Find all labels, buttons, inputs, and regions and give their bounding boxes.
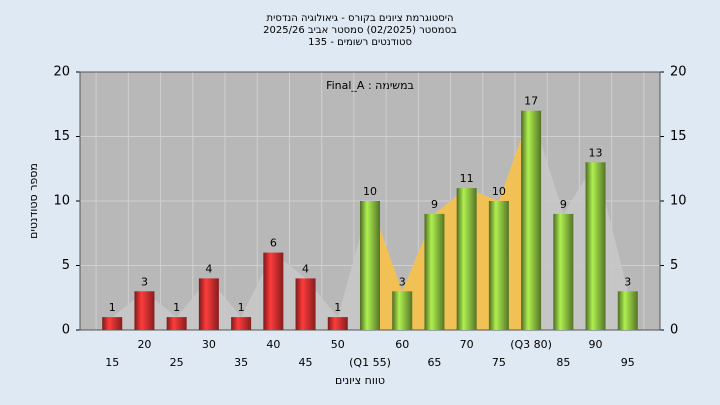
x-axis-label: טווח ציונים bbox=[335, 374, 385, 387]
bar bbox=[263, 252, 284, 330]
y2-tick-label: 20 bbox=[670, 65, 687, 80]
data-label: 1 bbox=[238, 301, 245, 314]
data-label: 3 bbox=[141, 275, 148, 288]
data-label: 17 bbox=[524, 95, 538, 108]
chart-subtitle: בסמסטר (02/2025) סמסטר אביב 2025/26 bbox=[263, 25, 457, 36]
bar bbox=[424, 213, 445, 330]
x-tick-label: 15 bbox=[105, 356, 119, 369]
data-label: 10 bbox=[492, 185, 506, 198]
x-tick-label: (Q3 80) bbox=[510, 338, 552, 351]
x-tick-label: 20 bbox=[137, 338, 151, 351]
bar bbox=[553, 213, 574, 330]
x-tick-label: 35 bbox=[234, 356, 248, 369]
bar bbox=[134, 291, 155, 330]
x-tick-label: 75 bbox=[492, 356, 506, 369]
data-label: 1 bbox=[173, 301, 180, 314]
data-label: 1 bbox=[109, 301, 116, 314]
bar bbox=[360, 201, 380, 330]
bar bbox=[198, 278, 219, 330]
chart-title: היסטוגרמת ציונים בקורס - גיאולוגיה הנדסי… bbox=[267, 13, 454, 24]
bar bbox=[231, 317, 252, 330]
x-tick-label: 40 bbox=[266, 338, 280, 351]
y2-tick-label: 15 bbox=[670, 129, 687, 144]
x-tick-label: 50 bbox=[331, 338, 345, 351]
data-label: 6 bbox=[270, 237, 277, 250]
data-label: 3 bbox=[399, 275, 406, 288]
y-tick-label: 5 bbox=[62, 258, 70, 273]
bar bbox=[585, 162, 606, 330]
x-tick-label: 90 bbox=[589, 338, 603, 351]
bar bbox=[295, 278, 316, 330]
x-tick-label: (Q1 55) bbox=[349, 356, 391, 369]
data-label: 4 bbox=[302, 262, 309, 275]
bar bbox=[521, 110, 542, 330]
bar bbox=[327, 317, 348, 330]
y-axis-label: מספר סטודנטים bbox=[27, 163, 40, 239]
y2-tick-label: 0 bbox=[670, 323, 678, 338]
annotation: במשימה : Final_A bbox=[326, 79, 414, 92]
bar bbox=[456, 188, 477, 330]
data-label: 9 bbox=[431, 198, 438, 211]
bar bbox=[617, 291, 638, 330]
y-tick-label: 10 bbox=[53, 194, 70, 209]
x-tick-label: 65 bbox=[427, 356, 441, 369]
x-tick-label: 30 bbox=[202, 338, 216, 351]
y2-tick-label: 10 bbox=[670, 194, 687, 209]
bar bbox=[166, 317, 187, 330]
bar bbox=[392, 291, 413, 330]
x-tick-label: 45 bbox=[299, 356, 313, 369]
data-label: 13 bbox=[589, 146, 603, 159]
data-label: 11 bbox=[460, 172, 474, 185]
data-label: 1 bbox=[334, 301, 341, 314]
bar bbox=[488, 201, 509, 330]
bar bbox=[102, 317, 123, 330]
data-label: 10 bbox=[363, 185, 377, 198]
data-label: 3 bbox=[624, 275, 631, 288]
y2-tick-label: 5 bbox=[670, 258, 678, 273]
data-label: 9 bbox=[560, 198, 567, 211]
y-tick-label: 15 bbox=[53, 129, 70, 144]
chart-subtitle: סטודנטים רשומים - 135 bbox=[308, 37, 412, 48]
y-tick-label: 0 bbox=[62, 323, 70, 338]
x-tick-label: 70 bbox=[460, 338, 474, 351]
x-tick-label: 95 bbox=[621, 356, 635, 369]
x-tick-label: 85 bbox=[556, 356, 570, 369]
data-label: 4 bbox=[205, 262, 212, 275]
y-tick-label: 20 bbox=[53, 65, 70, 80]
x-tick-label: 25 bbox=[170, 356, 184, 369]
x-tick-label: 60 bbox=[395, 338, 409, 351]
